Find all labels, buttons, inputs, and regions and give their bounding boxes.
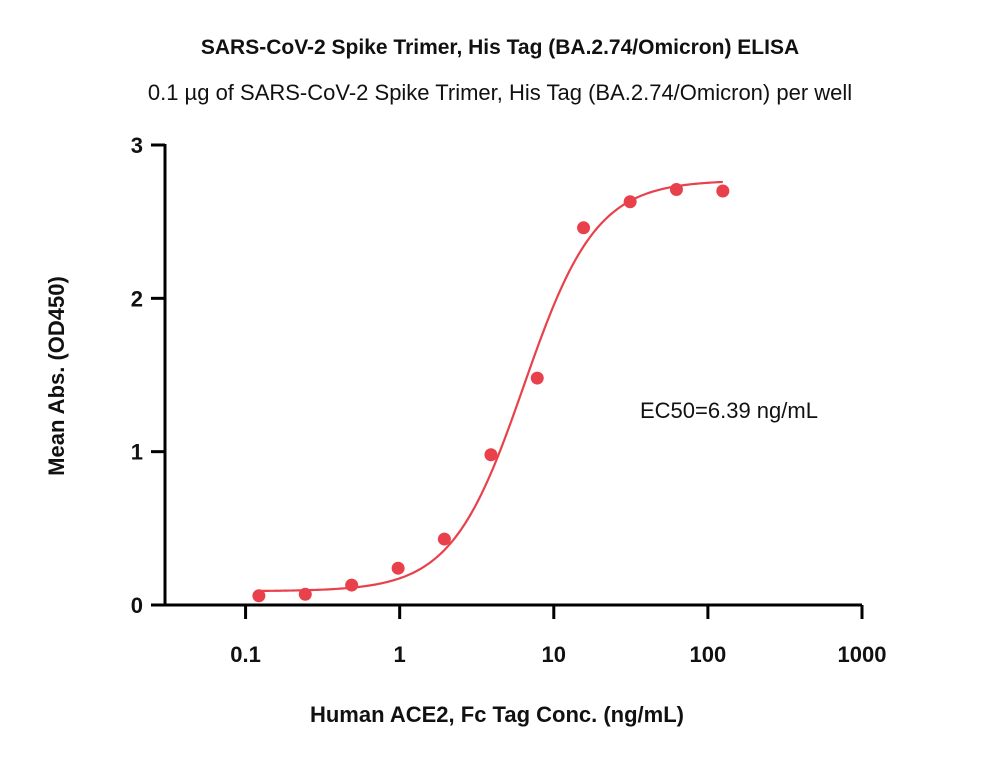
fit-curve-group — [258, 180, 723, 593]
data-point — [530, 371, 544, 385]
data-point — [577, 221, 591, 235]
data-points — [252, 182, 730, 603]
ec50-annotation: EC50=6.39 ng/mL — [640, 398, 818, 423]
x-tick-label: 1000 — [838, 642, 887, 667]
x-tick-label: 100 — [690, 642, 727, 667]
data-point — [345, 578, 359, 592]
axes — [163, 144, 862, 607]
axis-ticks: 0 1 2 3 0.1 1 10 100 1000 — [131, 133, 887, 667]
chart-subtitle: 0.1 µg of SARS-CoV-2 Spike Trimer, His T… — [147, 80, 853, 105]
data-point — [484, 448, 498, 462]
data-point — [437, 532, 451, 546]
fit-curve — [258, 180, 723, 593]
x-axis-label: Human ACE2, Fc Tag Conc. (ng/mL) — [310, 702, 684, 727]
data-point — [252, 589, 266, 603]
y-axis-label: Mean Abs. (OD450) — [44, 276, 69, 476]
data-point — [669, 182, 683, 196]
data-point — [298, 587, 312, 601]
x-tick-label: 0.1 — [230, 642, 261, 667]
x-tick-label: 10 — [542, 642, 566, 667]
y-tick-label: 0 — [131, 593, 143, 618]
y-tick-label: 1 — [131, 440, 143, 465]
x-tick-label: 1 — [394, 642, 406, 667]
data-point — [623, 195, 637, 209]
data-point — [716, 184, 730, 198]
y-tick-label: 2 — [131, 286, 143, 311]
y-tick-label: 3 — [131, 133, 143, 158]
data-point — [391, 561, 405, 575]
chart-title: SARS-CoV-2 Spike Trimer, His Tag (BA.2.7… — [200, 36, 800, 59]
